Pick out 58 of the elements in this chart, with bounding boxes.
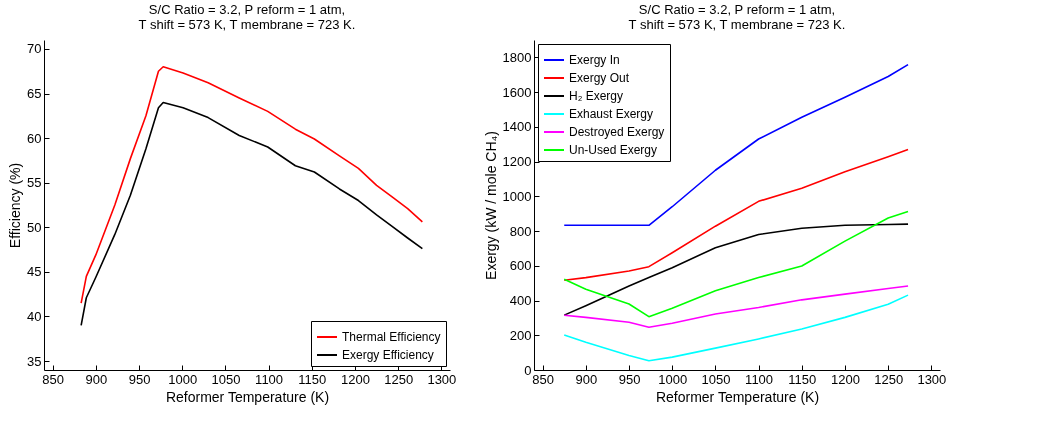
legend-label: Exhaust Exergy: [569, 107, 654, 121]
x-axis-title: Reformer Temperature (K): [655, 388, 820, 405]
y-tick-label: 65: [27, 86, 42, 102]
x-tick-label: 850: [42, 371, 64, 387]
y-tick-label: 200: [509, 327, 532, 343]
y-tick-label: 1400: [502, 119, 532, 135]
y-tick-label: 0: [524, 362, 532, 378]
y-tick-label: 55: [27, 175, 42, 191]
line-series: [80, 101, 424, 327]
legend-label: Exergy In: [569, 53, 620, 67]
y-axis-title: Exergy (kW / mole CH₄): [482, 131, 499, 280]
x-tick-label: 1100: [745, 371, 774, 387]
y-tick-label: 1800: [502, 49, 532, 65]
y-tick-label: 70: [27, 41, 42, 57]
y-tick-label: 45: [27, 264, 42, 280]
chart-subtitle: T shift = 573 K, T membrane = 723 K.: [138, 17, 356, 32]
x-tick-label: 950: [128, 371, 151, 387]
y-tick-label: 40: [27, 308, 42, 324]
y-tick-label: 400: [509, 293, 532, 309]
x-tick-label: 1200: [831, 371, 860, 387]
x-tick-label: 1050: [211, 371, 241, 387]
legend-label: Destroyed Exergy: [569, 125, 665, 139]
x-axis-title: Reformer Temperature (K): [165, 388, 330, 405]
line-series: [563, 294, 909, 362]
y-tick-label: 1000: [502, 188, 532, 204]
legend-label: Un-Used Exergy: [569, 143, 658, 157]
x-tick-label: 900: [85, 371, 108, 387]
x-tick-label: 1300: [427, 371, 457, 387]
legend-label: Exergy Out: [569, 71, 630, 85]
legend-label: Thermal Efficiency: [342, 330, 441, 344]
legend-label: H₂ Exergy: [569, 89, 624, 103]
line-series: [563, 285, 909, 329]
chart-title: S/C Ratio = 3.2, P reform = 1 atm,: [148, 2, 346, 17]
x-tick-label: 900: [575, 371, 598, 387]
y-tick-label: 50: [27, 219, 42, 235]
y-tick-label: 800: [509, 223, 532, 239]
x-tick-label: 1000: [168, 371, 198, 387]
x-tick-label: 1250: [384, 371, 414, 387]
y-tick-label: 35: [27, 353, 42, 369]
x-tick-label: 1050: [701, 371, 731, 387]
chart-subtitle: T shift = 573 K, T membrane = 723 K.: [628, 17, 846, 32]
x-tick-label: 950: [618, 371, 641, 387]
y-tick-label: 1200: [502, 154, 532, 170]
x-tick-label: 1250: [874, 371, 904, 387]
y-tick-label: 60: [27, 130, 42, 146]
y-axis-title: Efficiency (%): [7, 162, 24, 249]
x-tick-label: 1150: [788, 371, 817, 387]
y-tick-label: 1600: [502, 84, 532, 100]
chart-title: S/C Ratio = 3.2, P reform = 1 atm,: [638, 2, 836, 17]
x-tick-label: 1000: [658, 371, 688, 387]
y-tick-label: 600: [509, 258, 532, 274]
x-tick-label: 850: [532, 371, 554, 387]
x-tick-label: 1150: [298, 371, 327, 387]
x-tick-label: 1300: [917, 371, 947, 387]
x-tick-label: 1100: [255, 371, 284, 387]
line-series: [80, 65, 424, 304]
legend-label: Exergy Efficiency: [342, 348, 434, 362]
x-tick-label: 1200: [341, 371, 370, 387]
